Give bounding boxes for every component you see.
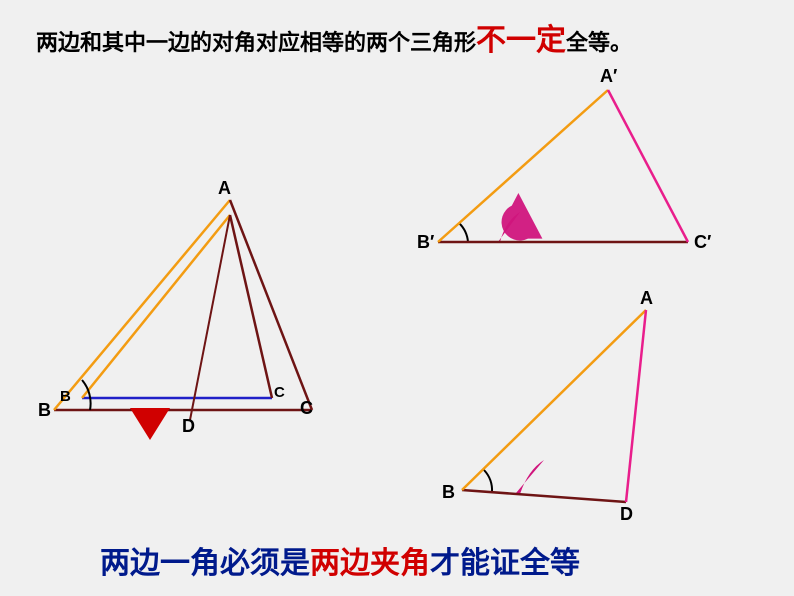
- label-B3outer: B: [38, 400, 51, 421]
- edge-outer-AC: [230, 200, 312, 410]
- bottom-part2: 才能证全等: [430, 547, 580, 580]
- label-Cp: C′: [694, 232, 711, 253]
- label-D2: D: [620, 504, 633, 525]
- edge-AD-left: [190, 215, 230, 420]
- label-Bp: B′: [417, 232, 434, 253]
- label-A2: A: [640, 288, 653, 309]
- triangle-left-composite: [54, 200, 312, 440]
- label-A3: A: [218, 178, 231, 199]
- label-C3outer: C: [300, 398, 313, 419]
- angle-fill-ApCp: [502, 193, 543, 240]
- angle-arc-B2: [484, 470, 492, 492]
- edge-AD: [626, 310, 646, 502]
- edge-BA: [462, 310, 646, 490]
- bottom-red: 两边夹角: [310, 547, 430, 580]
- diagram-svg: [0, 0, 794, 596]
- label-D3: D: [182, 416, 195, 437]
- bottom-part1: 两边一角必须是: [100, 547, 310, 580]
- label-B2: B: [442, 482, 455, 503]
- label-C3inner: C: [274, 384, 285, 401]
- angle-arc-Bp: [459, 223, 468, 242]
- label-B3inner: B: [60, 388, 71, 405]
- statement-bottom: 两边一角必须是两边夹角才能证全等: [100, 538, 580, 582]
- triangle-bottom-right: [462, 310, 646, 502]
- edge-ApCp: [608, 90, 688, 242]
- red-marker: [130, 408, 170, 440]
- label-Ap: A′: [600, 66, 617, 87]
- edge-inner-BA: [82, 215, 230, 398]
- edge-inner-AC: [230, 215, 272, 398]
- edge-BD: [462, 490, 626, 502]
- edge-outer-BA: [54, 200, 230, 410]
- triangle-top-right: [438, 90, 688, 242]
- angle-fill-B2: [516, 460, 544, 494]
